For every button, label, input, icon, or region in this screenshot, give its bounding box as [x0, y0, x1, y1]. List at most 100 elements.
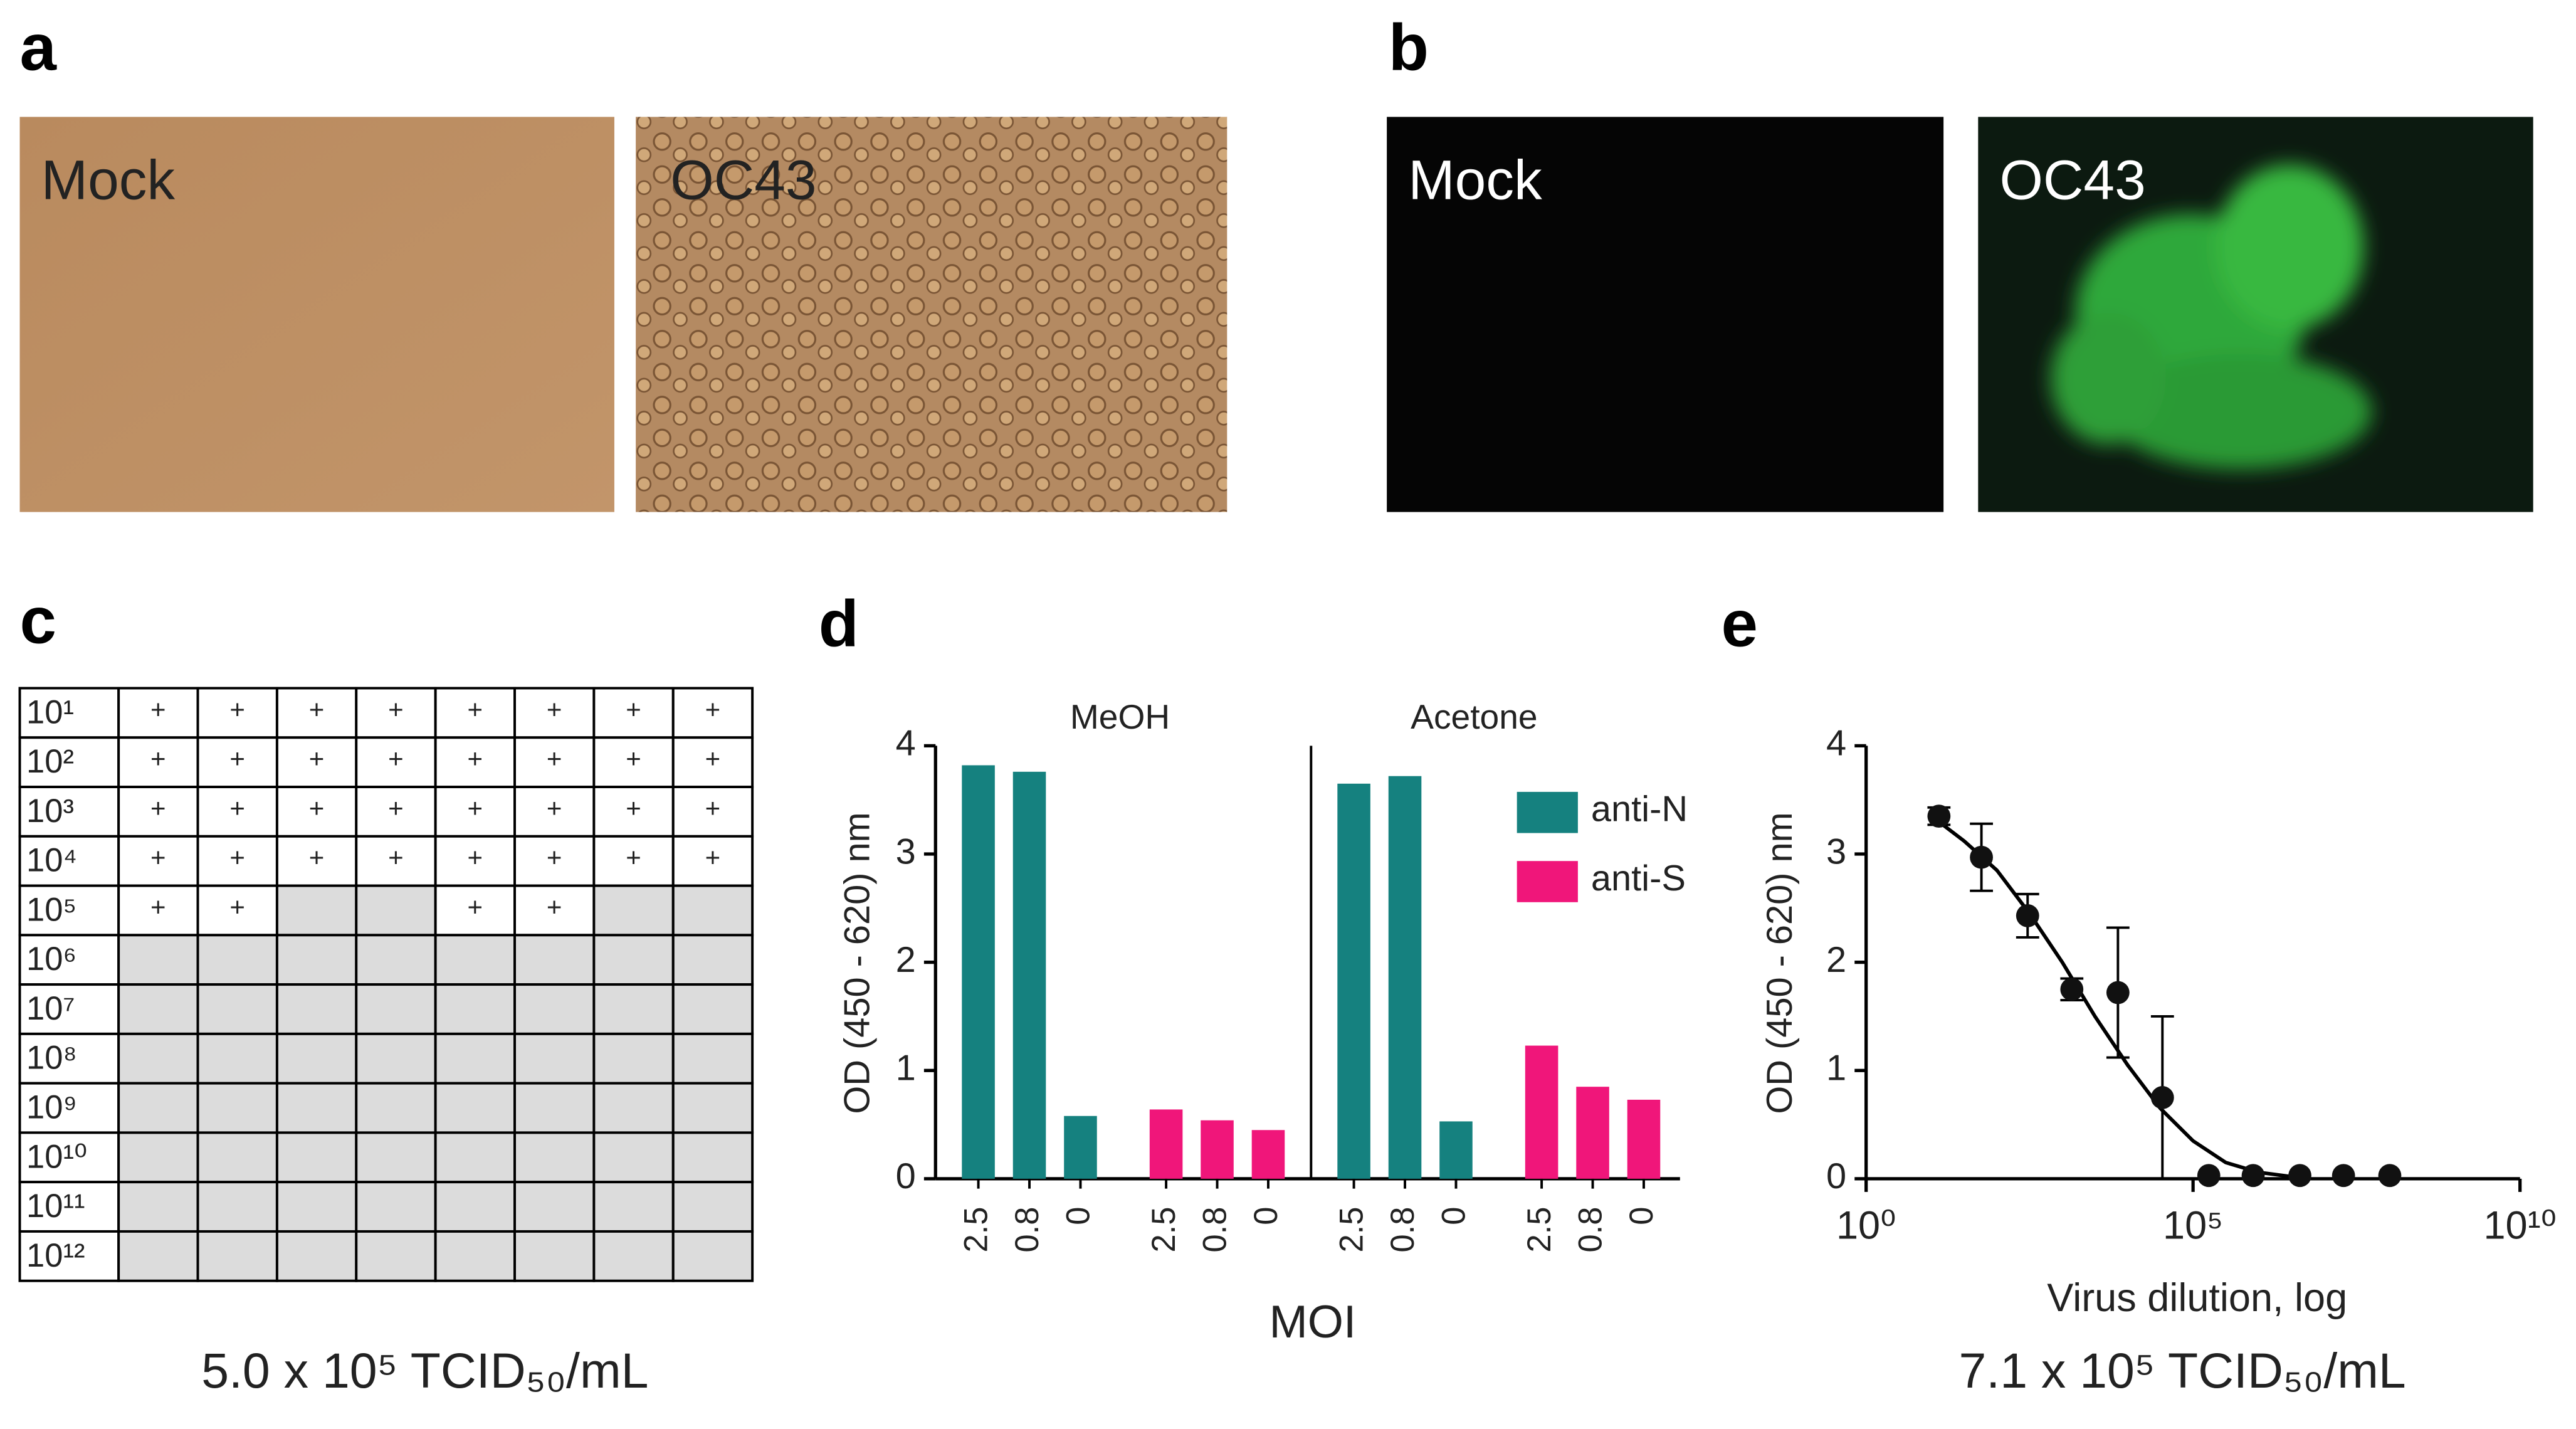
- table-cell: [355, 687, 437, 739]
- y-tick-label: 2: [1826, 940, 1846, 980]
- table-cell: [196, 1181, 278, 1233]
- table-cell: [275, 1230, 358, 1282]
- y-tick-label: 4: [896, 724, 916, 764]
- data-point: [2106, 981, 2130, 1005]
- data-point: [2288, 1164, 2311, 1188]
- table-cell: [671, 884, 754, 937]
- table-cell: [671, 1131, 754, 1184]
- y-tick-label: 2: [896, 940, 916, 980]
- cell-mark: +: [388, 744, 404, 773]
- table-cell: [671, 1032, 754, 1085]
- cell-mark: +: [150, 793, 166, 823]
- cell-mark: +: [229, 694, 245, 724]
- bar: [1525, 1045, 1559, 1179]
- image-title: OC43: [1999, 149, 2145, 211]
- table-cell: [117, 687, 199, 739]
- table-cell: [671, 786, 754, 838]
- cell-mark: +: [150, 744, 166, 773]
- cell-mark: +: [705, 744, 721, 773]
- cell-mark: +: [388, 793, 404, 823]
- table-cell: [671, 934, 754, 986]
- table-cell: [18, 786, 120, 838]
- row-label: 10⁹: [26, 1089, 77, 1126]
- cell-mark: +: [468, 892, 483, 921]
- cell-mark: +: [468, 694, 483, 724]
- y-tick-label: 1: [896, 1048, 916, 1089]
- x-tick-label: 0: [1623, 1207, 1660, 1225]
- table-cell: [592, 835, 675, 887]
- table-cell: [513, 983, 596, 1035]
- row-label: 10⁸: [26, 1040, 77, 1077]
- table-cell: [355, 1230, 437, 1282]
- cell-mark: +: [150, 843, 166, 872]
- table-cell: [355, 1131, 437, 1184]
- cell-mark: +: [547, 744, 562, 773]
- row-label: 10¹¹: [26, 1188, 85, 1225]
- table-caption: 5.0 x 10⁵ TCID₅₀/mL: [201, 1343, 648, 1398]
- image-title: Mock: [1408, 149, 1542, 211]
- table-cell: [434, 934, 516, 986]
- data-point: [2150, 1086, 2174, 1109]
- x-tick-label: 10⁰: [1836, 1203, 1896, 1247]
- table-cell: [117, 1082, 199, 1134]
- row-label: 10⁷: [26, 990, 75, 1027]
- panel-label: a: [20, 11, 58, 85]
- table-cell: [275, 786, 358, 838]
- cell-mark: +: [468, 744, 483, 773]
- table-cell: [275, 934, 358, 986]
- bar: [962, 765, 995, 1179]
- cell-mark: +: [626, 694, 641, 724]
- cell-mark: +: [626, 843, 641, 872]
- y-tick-label: 0: [896, 1156, 916, 1196]
- y-tick-label: 0: [1826, 1156, 1846, 1196]
- table-cell: [275, 1032, 358, 1085]
- table-cell: [355, 884, 437, 937]
- table-cell: [196, 736, 278, 788]
- data-point: [1927, 804, 1951, 828]
- bar: [1064, 1115, 1097, 1179]
- x-tick-label: 0: [1435, 1207, 1472, 1225]
- cell-mark: +: [229, 744, 245, 773]
- table-cell: [275, 736, 358, 788]
- y-tick-label: 4: [1826, 724, 1846, 764]
- table-cell: [117, 1032, 199, 1085]
- table-cell: [275, 1131, 358, 1184]
- image-mock-fluorescence: [1387, 117, 1944, 512]
- table-cell: [592, 786, 675, 838]
- row-label: 10¹⁰: [26, 1138, 87, 1175]
- table-cell: [275, 884, 358, 937]
- table-cell: [196, 1230, 278, 1282]
- table-cell: [196, 934, 278, 986]
- panel-label: d: [819, 588, 859, 661]
- cell-mark: +: [388, 843, 404, 872]
- x-tick-label: 2.5: [1145, 1207, 1182, 1253]
- x-tick-label: 0.8: [1196, 1207, 1233, 1253]
- x-tick-label: 10⁵: [2163, 1203, 2223, 1247]
- table-cell: [275, 983, 358, 1035]
- table-cell: [592, 687, 675, 739]
- table-cell: [355, 983, 437, 1035]
- cell-mark: +: [626, 744, 641, 773]
- data-point: [1970, 845, 1993, 869]
- data-point: [2016, 904, 2039, 927]
- table-cell: [513, 687, 596, 739]
- table-cell: [117, 1131, 199, 1184]
- cell-mark: +: [468, 843, 483, 872]
- x-tick-label: 2.5: [1333, 1207, 1370, 1253]
- table-cell: [196, 687, 278, 739]
- bar: [1576, 1087, 1609, 1179]
- bar: [1012, 771, 1046, 1179]
- row-label: 10⁶: [26, 941, 76, 978]
- x-tick-label: 0.8: [1384, 1207, 1421, 1253]
- table-cell: [434, 983, 516, 1035]
- table-cell: [671, 835, 754, 887]
- cell-mark: +: [547, 843, 562, 872]
- legend-swatch: [1517, 861, 1578, 902]
- table-cell: [275, 1082, 358, 1134]
- data-point: [2332, 1164, 2355, 1188]
- bar: [1201, 1120, 1234, 1179]
- table-cell: [513, 1082, 596, 1134]
- cell-mark: +: [309, 843, 325, 872]
- table-cell: [355, 1032, 437, 1085]
- legend-label: anti-S: [1591, 858, 1686, 899]
